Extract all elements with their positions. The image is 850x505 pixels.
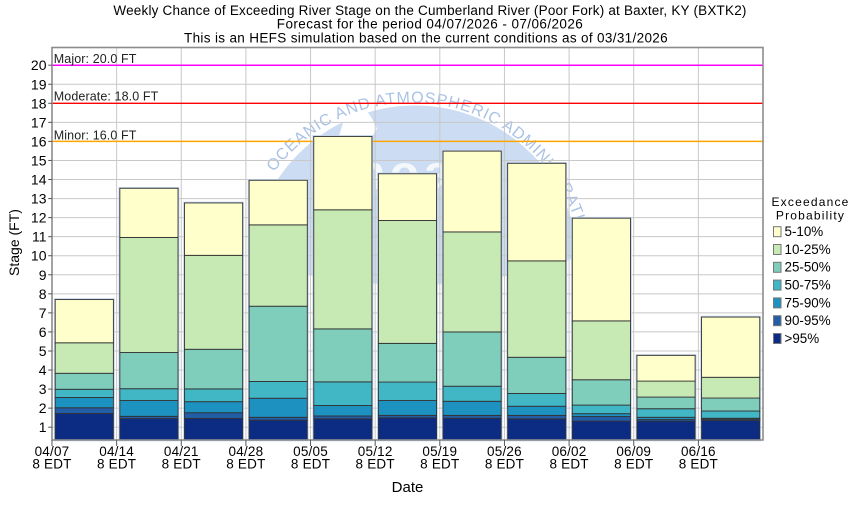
svg-text:75-90%: 75-90%: [785, 295, 831, 310]
svg-text:05/12: 05/12: [358, 444, 393, 459]
svg-text:05/19: 05/19: [422, 444, 457, 459]
svg-text:Major: 20.0 FT: Major: 20.0 FT: [54, 52, 137, 66]
svg-text:20: 20: [31, 57, 47, 73]
svg-text:8 EDT: 8 EDT: [485, 456, 524, 471]
svg-text:8 EDT: 8 EDT: [420, 456, 459, 471]
svg-text:8: 8: [39, 286, 47, 302]
svg-text:9: 9: [39, 267, 47, 283]
svg-text:>95%: >95%: [785, 331, 820, 346]
svg-text:5-10%: 5-10%: [785, 224, 824, 239]
svg-text:7: 7: [39, 305, 47, 321]
svg-text:19: 19: [31, 76, 47, 92]
svg-text:14: 14: [31, 172, 47, 188]
svg-text:Stage (FT): Stage (FT): [6, 209, 22, 276]
svg-text:04/07: 04/07: [35, 444, 70, 459]
svg-text:11: 11: [32, 229, 47, 245]
svg-text:8 EDT: 8 EDT: [549, 456, 588, 471]
svg-text:06/16: 06/16: [681, 444, 716, 459]
svg-text:8 EDT: 8 EDT: [679, 456, 718, 471]
svg-text:04/14: 04/14: [99, 444, 134, 459]
svg-text:8 EDT: 8 EDT: [614, 456, 653, 471]
svg-text:5: 5: [39, 343, 47, 359]
svg-text:16: 16: [31, 133, 47, 149]
svg-text:06/09: 06/09: [616, 444, 651, 459]
svg-text:Exceedance: Exceedance: [771, 195, 849, 209]
svg-text:8 EDT: 8 EDT: [162, 456, 201, 471]
svg-text:90-95%: 90-95%: [785, 313, 831, 328]
svg-text:05/05: 05/05: [293, 444, 328, 459]
svg-text:Date: Date: [392, 479, 424, 496]
svg-text:8 EDT: 8 EDT: [32, 456, 71, 471]
svg-text:Forecast for the period 04/07/: Forecast for the period 04/07/2026 - 07/…: [277, 17, 583, 32]
svg-text:04/21: 04/21: [164, 444, 199, 459]
svg-text:2: 2: [39, 400, 47, 416]
svg-text:15: 15: [31, 152, 47, 168]
svg-text:18: 18: [31, 95, 47, 111]
svg-text:25-50%: 25-50%: [785, 260, 831, 275]
svg-text:10-25%: 10-25%: [785, 242, 831, 257]
svg-text:4: 4: [39, 362, 47, 378]
svg-text:Moderate: 18.0 FT: Moderate: 18.0 FT: [54, 90, 159, 104]
svg-text:8 EDT: 8 EDT: [356, 456, 395, 471]
svg-text:8 EDT: 8 EDT: [97, 456, 136, 471]
svg-text:1: 1: [39, 419, 47, 435]
svg-text:06/02: 06/02: [552, 444, 587, 459]
svg-text:6: 6: [39, 324, 47, 340]
svg-text:12: 12: [31, 210, 47, 226]
svg-text:3: 3: [39, 381, 47, 397]
svg-text:04/28: 04/28: [229, 444, 264, 459]
svg-text:Weekly Chance of Exceeding Riv: Weekly Chance of Exceeding River Stage o…: [113, 3, 746, 18]
svg-text:17: 17: [31, 114, 47, 130]
svg-text:8 EDT: 8 EDT: [226, 456, 265, 471]
svg-text:13: 13: [31, 191, 47, 207]
svg-text:Probability: Probability: [776, 209, 845, 223]
svg-text:50-75%: 50-75%: [785, 278, 831, 293]
svg-text:This is an HEFS simulation bas: This is an HEFS simulation based on the …: [184, 31, 668, 46]
svg-text:10: 10: [31, 248, 47, 264]
svg-text:Minor: 16.0 FT: Minor: 16.0 FT: [54, 129, 137, 143]
svg-text:05/26: 05/26: [487, 444, 522, 459]
svg-text:8 EDT: 8 EDT: [291, 456, 330, 471]
